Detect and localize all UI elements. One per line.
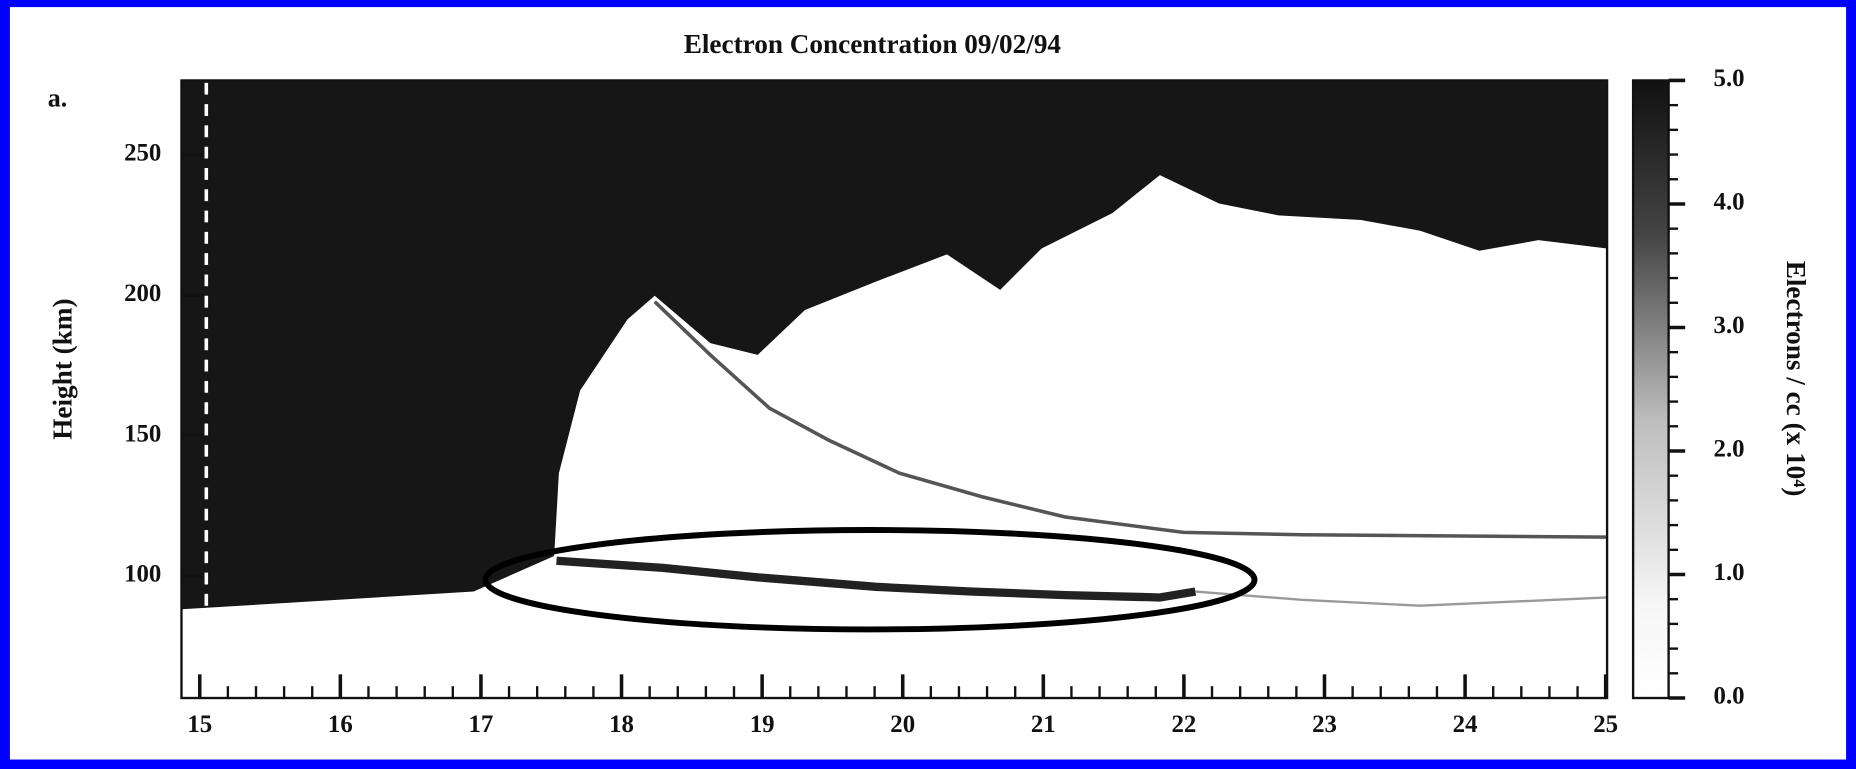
y-tick-label: 100	[124, 561, 161, 588]
colorbar-tick-label: 5.0	[1714, 65, 1745, 92]
colorbar-tick-label: 4.0	[1714, 189, 1745, 216]
x-tick-label: 17	[469, 711, 494, 738]
y-axis-label: Height (km)	[47, 298, 77, 439]
faint-layer	[1195, 590, 1608, 607]
x-tick-label: 23	[1312, 711, 1337, 738]
y-tick-label: 150	[124, 420, 161, 447]
highlight-ellipse	[482, 527, 1258, 633]
heatmap-image	[181, 80, 1608, 699]
colorbar	[1631, 79, 1670, 700]
y-tick-label: 250	[124, 140, 161, 167]
x-tick-label: 22	[1171, 711, 1196, 738]
x-tick-label: 24	[1453, 711, 1478, 738]
x-tick-label: 18	[609, 711, 634, 738]
x-tick-label: 21	[1031, 711, 1056, 738]
x-tick-label: 25	[1593, 711, 1618, 738]
colorbar-tick-label: 1.0	[1714, 559, 1745, 586]
low-density-region	[181, 175, 1608, 699]
plot-frame	[180, 79, 1609, 700]
x-tick-label: 20	[890, 711, 915, 738]
x-tick-label: 16	[328, 711, 353, 738]
colorbar-tick-label: 3.0	[1714, 312, 1745, 339]
x-tick-label: 15	[187, 711, 212, 738]
colorbar-label: Electrons / cc (x 10⁴)	[1781, 261, 1811, 497]
sporadic-layer	[556, 556, 1197, 602]
panel-label: a.	[48, 83, 68, 112]
trace-layer	[653, 300, 1608, 539]
colorbar-tick-label: 2.0	[1714, 436, 1745, 463]
y-tick-label: 200	[124, 280, 161, 307]
x-tick-label: 19	[750, 711, 775, 738]
chart-title: Electron Concentration 09/02/94	[684, 29, 1062, 59]
colorbar-tick-label: 0.0	[1714, 683, 1745, 710]
